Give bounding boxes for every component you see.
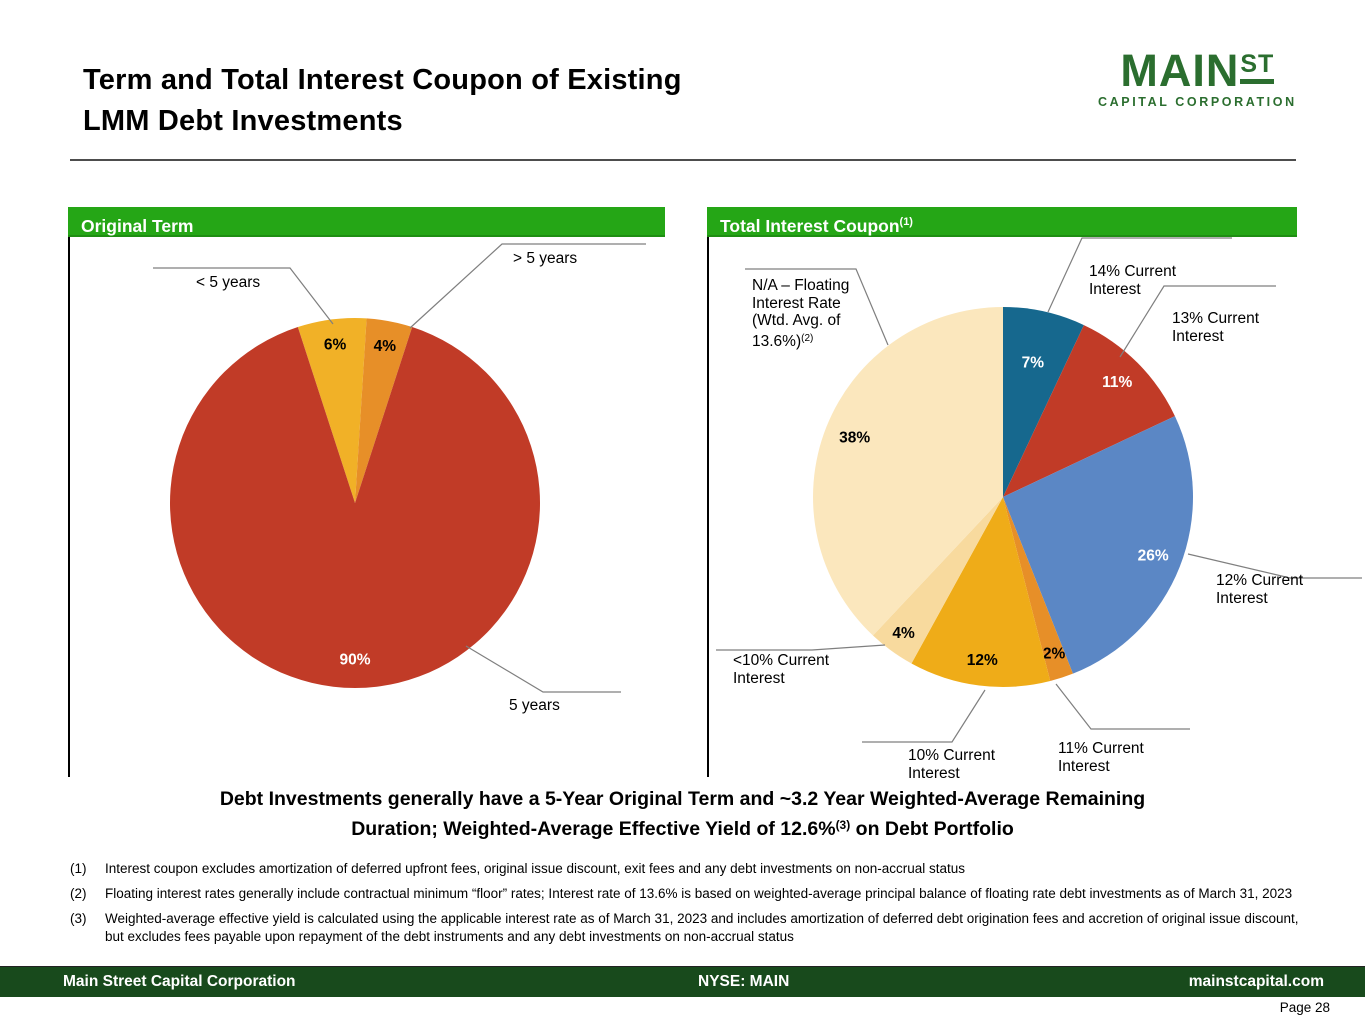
callout-label-13pct: 13% Current Interest <box>1172 310 1260 345</box>
callout-label-11pct: 11% Current Interest <box>1058 740 1144 775</box>
footnote-number: (3) <box>70 911 87 926</box>
footnote-3: (3) Weighted-average effective yield is … <box>70 910 1310 946</box>
key-statement-line2-pre: Duration; Weighted-Average Effective Yie… <box>351 818 836 840</box>
title-divider-line <box>70 159 1296 161</box>
chart-header-original-term: Original Term <box>68 207 665 237</box>
right-panel-axis-line <box>707 237 709 777</box>
pie-slice <box>1003 497 1073 682</box>
slice-value-label: 12% <box>967 652 998 669</box>
pie-slice <box>1003 325 1175 497</box>
pie-slice <box>297 318 367 503</box>
slice-value-label: 4% <box>374 338 397 355</box>
logo-main-text: MAIN <box>1120 45 1240 96</box>
page-title: Term and Total Interest Coupon of Existi… <box>83 60 682 142</box>
pie-slice <box>872 497 1003 664</box>
pie-chart-total-interest-coupon: 7% 11% 26% 2% 12% 4% 38% <box>813 307 1194 687</box>
footnote-2: (2) Floating interest rates generally in… <box>70 885 1310 903</box>
callout-label-lt-5-years: < 5 years <box>196 274 261 291</box>
slice-value-label: 4% <box>892 625 915 642</box>
key-statement-line1: Debt Investments generally have a 5-Year… <box>219 788 1146 810</box>
callout-label-12pct: 12% Current Interest <box>1216 572 1304 607</box>
footnote-number: (1) <box>70 861 87 876</box>
leader-line-10pct <box>862 689 986 743</box>
callout-label-5-years: 5 years <box>509 697 560 714</box>
logo-wordmark: MAINST <box>1098 42 1297 93</box>
footer-website: mainstcapital.com <box>1188 973 1324 990</box>
chart-title-sup: (1) <box>899 216 913 228</box>
slice-value-label: 2% <box>1043 645 1066 662</box>
callout-label-14pct: 14% Current Interest <box>1089 263 1177 298</box>
logo-subtext: CAPITAL CORPORATION <box>1098 95 1297 109</box>
slice-value-label: 7% <box>1022 355 1045 372</box>
slice-value-label: 11% <box>1102 374 1132 391</box>
page-title-line1: Term and Total Interest Coupon of Existi… <box>83 64 682 96</box>
pie-slice <box>355 318 413 503</box>
callout-na-text: N/A – Floating Interest Rate (Wtd. Avg. … <box>752 277 850 350</box>
slice-value-label: 6% <box>324 336 347 353</box>
chart-title-total-interest-coupon: Total Interest Coupon <box>720 216 900 236</box>
pie-slice <box>1003 416 1194 674</box>
pie-slice <box>911 497 1051 687</box>
key-statement-sup: (3) <box>835 818 851 832</box>
key-statement-line2: Duration; Weighted-Average Effective Yie… <box>68 812 1297 842</box>
footnote-text: Interest coupon excludes amortization of… <box>105 861 965 876</box>
page-title-line2: LMM Debt Investments <box>83 105 403 137</box>
footnotes: (1) Interest coupon excludes amortizatio… <box>70 860 1310 953</box>
slice-value-label: 38% <box>839 429 870 446</box>
footer-bar: Main Street Capital Corporation NYSE: MA… <box>0 966 1365 997</box>
company-logo: MAINST CAPITAL CORPORATION <box>1098 42 1297 109</box>
logo-st-text: ST <box>1240 50 1275 84</box>
pie-slice <box>1003 307 1084 497</box>
footer-company-name: Main Street Capital Corporation <box>63 973 296 990</box>
callout-label-gt-5-years: > 5 years <box>513 250 578 267</box>
footnote-text: Floating interest rates generally includ… <box>105 886 1293 901</box>
pie-slice <box>813 307 1003 636</box>
footnote-text: Weighted-average effective yield is calc… <box>105 911 1299 944</box>
key-statement: Debt Investments generally have a 5-Year… <box>68 786 1297 842</box>
page-number: Page 28 <box>1279 1000 1330 1015</box>
pie-chart-original-term: 6% 4% 90% <box>170 318 541 688</box>
slice-value-label: 90% <box>339 651 370 668</box>
slice-value-label: 26% <box>1138 548 1169 565</box>
footnote-number: (2) <box>70 886 87 901</box>
footnote-1: (1) Interest coupon excludes amortizatio… <box>70 860 1310 878</box>
callout-label-10pct: 10% Current Interest <box>908 747 996 782</box>
chart-header-total-interest-coupon: Total Interest Coupon(1) <box>707 207 1297 237</box>
callout-na-sup: (2) <box>801 332 814 344</box>
left-panel-axis-line <box>68 237 70 777</box>
callout-label-lt10pct: <10% Current Interest <box>733 652 830 687</box>
chart-title-original-term: Original Term <box>81 216 194 236</box>
key-statement-line2-post: on Debt Portfolio <box>850 818 1014 840</box>
footer-ticker: NYSE: MAIN <box>698 973 790 990</box>
pie-slice <box>170 327 541 688</box>
callout-label-na-floating: N/A – Floating Interest Rate (Wtd. Avg. … <box>752 277 860 350</box>
